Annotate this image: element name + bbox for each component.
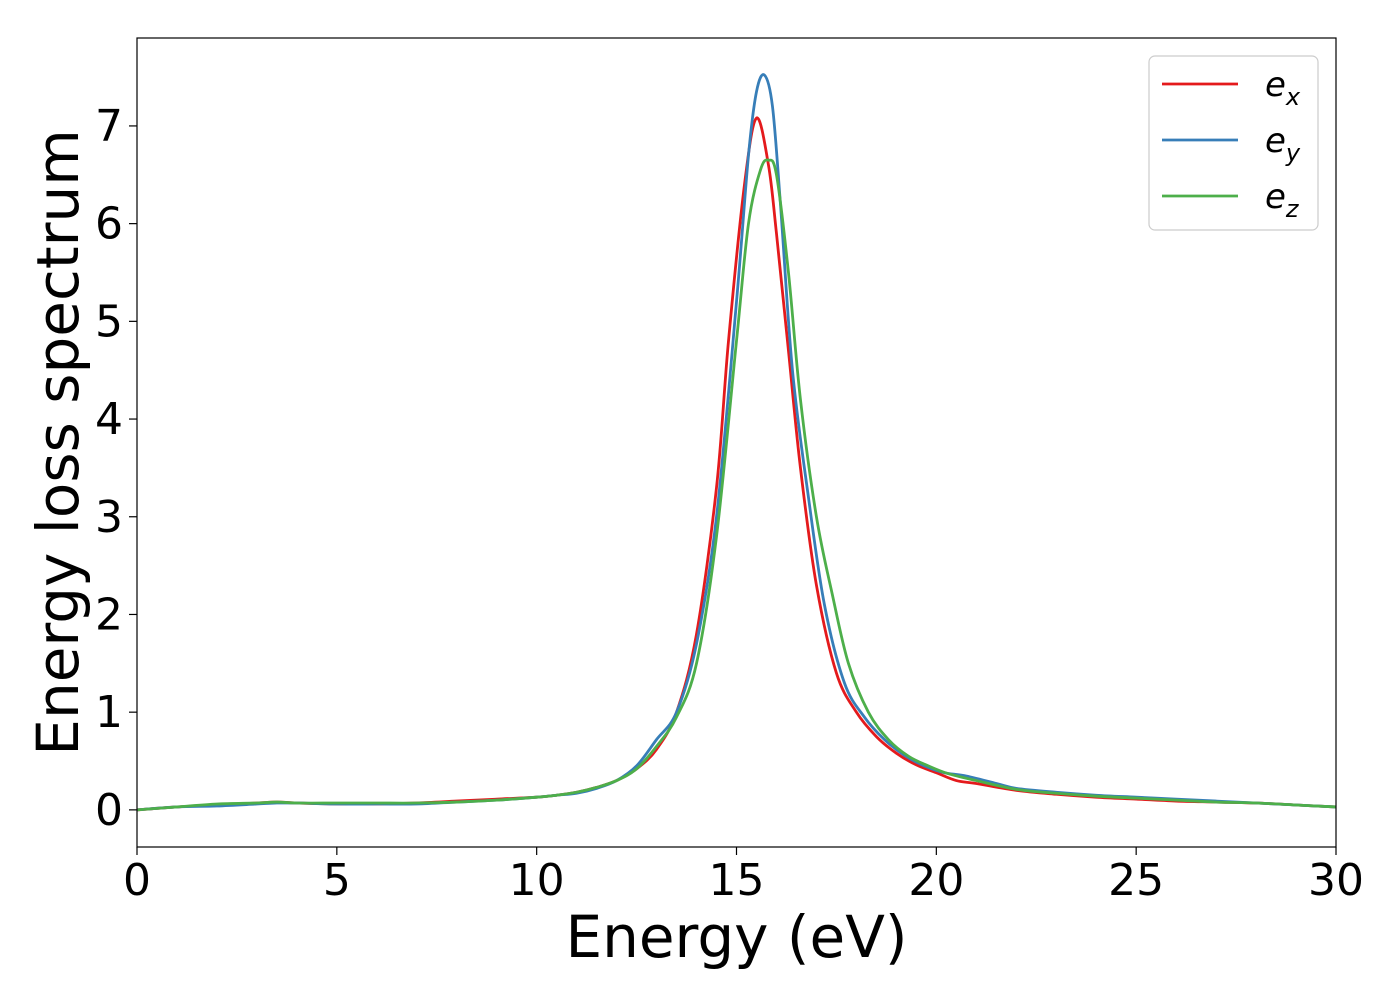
legend-item-z: ez [1162,177,1300,223]
y-tick-label: 0 [95,785,123,836]
x-tick-label: 10 [509,855,565,906]
y-tick-label: 6 [95,199,123,250]
y-tick-label: 7 [95,101,123,152]
legend: ex ey ez [1148,55,1319,231]
x-axis: 0 5 10 15 20 25 30 [123,847,1364,906]
legend-box [1148,55,1319,231]
legend-label: ex [1265,65,1301,111]
y-tick-label: 1 [95,687,123,738]
x-tick-label: 30 [1308,855,1364,906]
legend-label: ey [1265,121,1301,167]
legend-label: ez [1265,177,1300,223]
y-axis: 0 1 2 3 4 5 6 7 [95,101,137,836]
y-tick-label: 2 [95,589,123,640]
x-tick-label: 20 [908,855,964,906]
legend-item-x: ex [1162,65,1301,111]
x-tick-label: 0 [123,855,151,906]
y-tick-label: 3 [95,492,123,543]
series-line-z [137,158,1336,812]
legend-item-y: ey [1162,121,1301,167]
x-tick-label: 5 [323,855,351,906]
x-tick-label: 15 [709,855,765,906]
x-tick-label: 25 [1108,855,1164,906]
plot-area [137,73,1336,812]
y-tick-label: 5 [95,296,123,347]
x-axis-label: Energy (eV) [565,903,907,971]
y-axis-label: Energy loss spectrum [24,129,92,755]
y-tick-label: 4 [95,394,123,445]
